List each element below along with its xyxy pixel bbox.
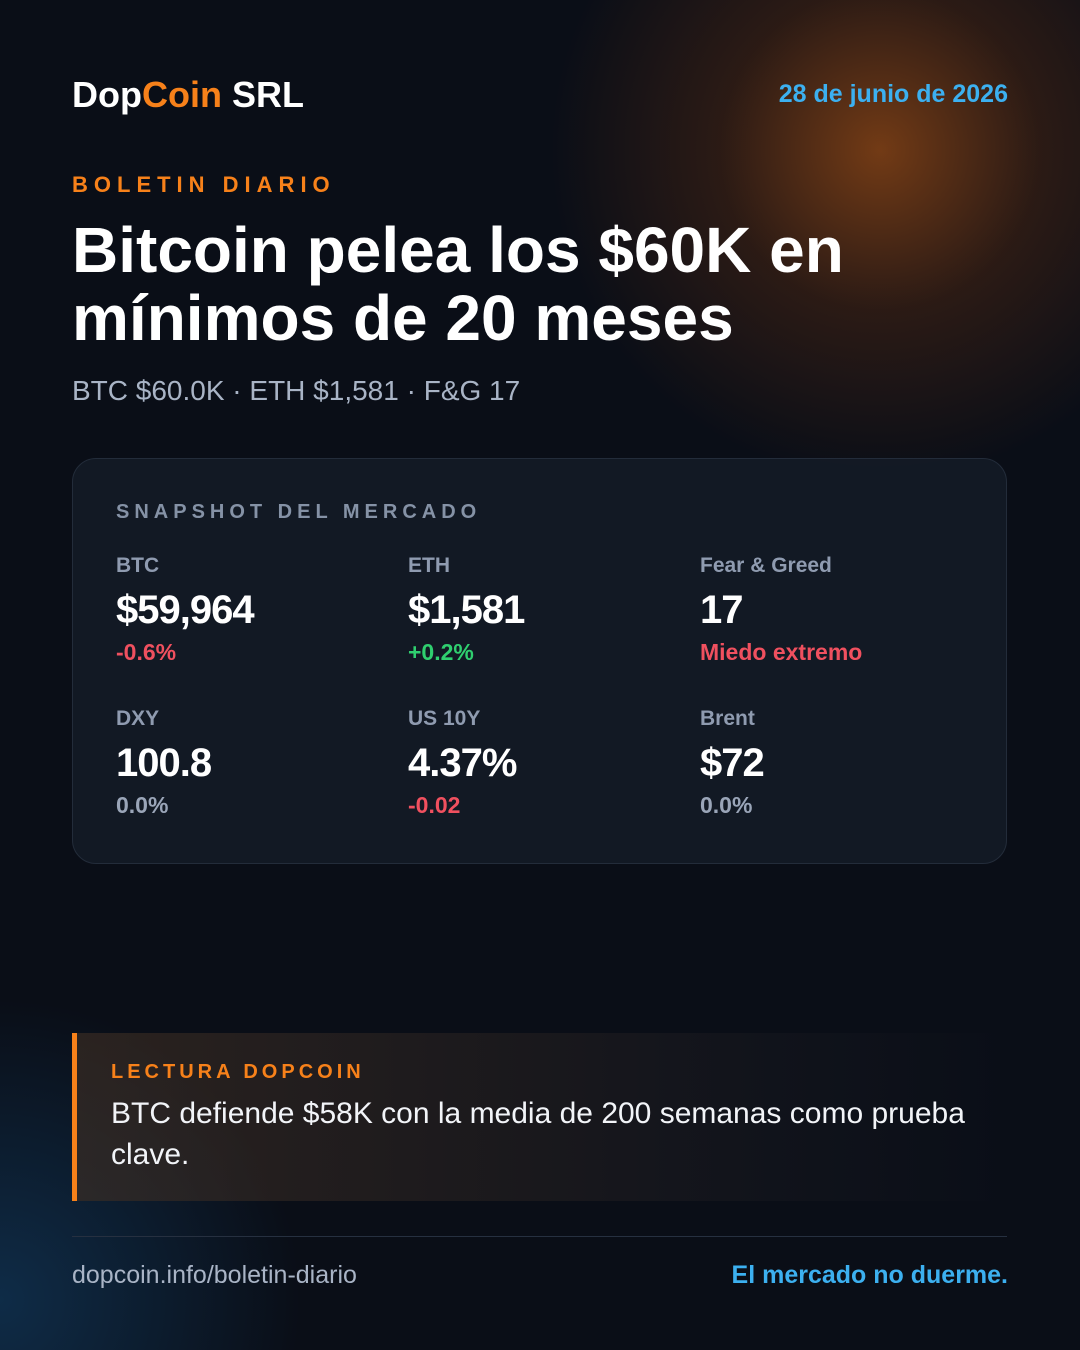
- metric-change: 0.0%: [700, 792, 753, 818]
- metric: US 10Y 4.37% -0.02: [408, 707, 688, 819]
- metric-change: -0.6%: [116, 639, 177, 665]
- subtitle: BTC $60.0K · ETH $1,581 · F&G 17: [72, 375, 521, 406]
- callout-label: LECTURA DOPCOIN: [111, 1061, 365, 1083]
- metric-label: Brent: [700, 707, 755, 730]
- metric: Fear & Greed 17 Miedo extremo: [700, 554, 980, 666]
- metric-value: 100.8: [116, 741, 212, 785]
- metric-label: BTC: [116, 554, 160, 577]
- metric-label: Fear & Greed: [700, 554, 832, 577]
- metric: BTC $59,964 -0.6%: [116, 554, 396, 666]
- brand-suffix: SRL: [231, 74, 304, 115]
- metric-value: $72: [700, 741, 765, 785]
- date: 28 de junio de 2026: [778, 80, 1008, 108]
- metric: Brent $72 0.0%: [700, 707, 980, 819]
- snapshot-card: SNAPSHOT DEL MERCADO BTC $59,964 -0.6% ETH $…: [72, 458, 1007, 864]
- metric-label: ETH: [408, 554, 450, 577]
- kicker: BOLETIN DIARIO: [72, 172, 336, 197]
- metric-change: +0.2%: [408, 639, 474, 665]
- metric-change: 0.0%: [116, 792, 169, 818]
- metric-value: $1,581: [408, 588, 525, 632]
- metric-change: Miedo extremo: [700, 639, 863, 665]
- brand-prefix: Dop: [72, 74, 142, 115]
- divider: [72, 1236, 1007, 1237]
- metric-value: 17: [700, 588, 744, 632]
- brand-highlight: Coin: [141, 74, 222, 115]
- callout-text: BTC defiende $58K con la media de 200 se…: [111, 1097, 965, 1171]
- metric-value: $59,964: [116, 588, 255, 632]
- footer-url[interactable]: dopcoin.info/boletin-diario: [72, 1261, 357, 1289]
- callout: LECTURA DOPCOIN BTC defiende $58K con la…: [72, 1033, 1012, 1201]
- metric-value: 4.37%: [408, 741, 517, 785]
- metric: ETH $1,581 +0.2%: [408, 554, 688, 666]
- metric-label: US 10Y: [408, 707, 481, 730]
- metric: DXY 100.8 0.0%: [116, 707, 396, 819]
- card-label: SNAPSHOT DEL MERCADO: [116, 501, 482, 523]
- metric-change: -0.02: [408, 792, 461, 818]
- tagline: El mercado no duerme.: [731, 1261, 1008, 1289]
- metric-label: DXY: [116, 707, 160, 730]
- headline: Bitcoin pelea los $60K en mínimos de 20 …: [72, 214, 844, 354]
- brand: DopCoin SRL: [72, 74, 304, 116]
